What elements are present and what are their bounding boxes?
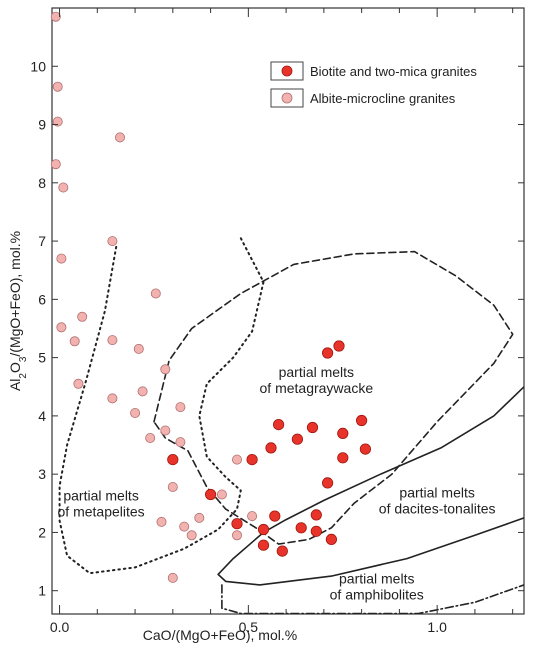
- point-albite-granite: [156, 516, 167, 527]
- region-dacites-tonalites-outline: [217, 386, 524, 586]
- point-albite-granite: [175, 437, 186, 448]
- point-biotite-granite: [333, 340, 345, 352]
- svg-text:Al2O3/(MgO+FeO), mol.%: Al2O3/(MgO+FeO), mol.%: [7, 231, 29, 391]
- legend-label-albite: Albite-microcline granites: [310, 91, 456, 106]
- point-albite-granite: [145, 432, 156, 443]
- point-biotite-granite: [231, 518, 243, 530]
- point-albite-granite: [186, 530, 197, 541]
- y-tick-label: 9: [38, 117, 46, 133]
- region-metagraywacke-label: partial melts of metagraywacke: [260, 364, 374, 396]
- point-biotite-granite: [291, 433, 303, 445]
- point-biotite-granite: [325, 533, 337, 546]
- y-axis-title-part: /(MgO+FeO), mol.%: [7, 231, 23, 357]
- legend: Biotite and two-mica granites Albite-mic…: [270, 61, 477, 108]
- y-axis-title-part: Al: [7, 379, 23, 391]
- point-albite-granite: [52, 116, 63, 127]
- point-albite-granite: [77, 311, 88, 322]
- point-albite-granite: [179, 521, 190, 532]
- legend-marker-albite: [281, 92, 293, 104]
- point-biotite-granite: [306, 421, 319, 434]
- region-metagraywacke-outline: [153, 250, 514, 545]
- point-biotite-granite: [246, 453, 258, 466]
- y-axis-title: Al2O3/(MgO+FeO), mol.%: [7, 231, 29, 391]
- y-tick-label: 4: [38, 408, 46, 424]
- x-tick-label: 0.0: [50, 619, 70, 635]
- points-group: [50, 11, 371, 583]
- region-metapelites-label: partial melts of metapelites: [58, 487, 145, 519]
- point-albite-granite: [50, 159, 61, 170]
- point-albite-granite: [175, 402, 186, 413]
- region-dacites-tonalites-label: partial melts of dacites-tonalites: [379, 484, 496, 516]
- point-biotite-granite: [269, 510, 281, 522]
- y-tick-label: 1: [38, 583, 46, 599]
- region-amphibolites-label: partial melts of amphibolites: [330, 571, 424, 603]
- point-albite-granite: [231, 530, 242, 541]
- y-tick-label: 7: [38, 233, 46, 249]
- point-biotite-granite: [257, 523, 270, 536]
- point-biotite-granite: [257, 539, 270, 551]
- point-albite-granite: [167, 572, 178, 583]
- point-biotite-granite: [355, 414, 368, 427]
- y-tick-label: 3: [38, 466, 46, 482]
- y-tick-label: 2: [38, 524, 46, 540]
- point-albite-granite: [56, 322, 67, 333]
- point-albite-granite: [115, 132, 126, 143]
- x-axis-title: CaO/(MgO+FeO), mol.%: [143, 627, 297, 643]
- point-albite-granite: [107, 236, 118, 247]
- point-albite-granite: [160, 364, 171, 375]
- legend-label-biotite: Biotite and two-mica granites: [310, 64, 477, 79]
- point-albite-granite: [150, 288, 161, 299]
- region-amphibolites-outline: [221, 584, 524, 614]
- point-albite-granite: [58, 182, 69, 193]
- point-biotite-granite: [321, 347, 334, 359]
- point-albite-granite: [52, 81, 63, 92]
- point-albite-granite: [50, 11, 61, 22]
- region-metapelites-outline: [58, 237, 265, 575]
- y-tick-label: 8: [38, 175, 46, 191]
- y-axis-title-subscript: 3: [18, 356, 29, 362]
- point-biotite-granite: [265, 442, 277, 454]
- y-axis-title-part: O: [7, 362, 23, 373]
- y-tick-label: 6: [38, 291, 46, 307]
- point-biotite-granite: [310, 525, 322, 537]
- point-albite-granite: [107, 335, 118, 346]
- point-albite-granite: [160, 425, 171, 436]
- point-biotite-granite: [337, 427, 349, 439]
- x-tick-label: 1.0: [427, 619, 447, 635]
- point-albite-granite: [231, 454, 242, 465]
- point-albite-granite: [167, 481, 178, 492]
- point-biotite-granite: [337, 452, 349, 464]
- y-axis-title-subscript: 2: [18, 373, 29, 379]
- y-tick-label: 5: [38, 350, 46, 366]
- point-albite-granite: [130, 407, 141, 418]
- point-albite-granite: [107, 393, 118, 404]
- point-biotite-granite: [167, 453, 179, 466]
- region-labels-group: partial melts of metapelites partial melts…: [58, 364, 496, 603]
- regions-group: [58, 237, 524, 614]
- point-albite-granite: [73, 378, 84, 389]
- point-biotite-granite: [321, 477, 334, 489]
- point-biotite-granite: [276, 545, 288, 557]
- x-tick-label: 0.5: [239, 619, 259, 635]
- point-biotite-granite: [359, 443, 371, 455]
- point-biotite-granite: [205, 488, 217, 501]
- legend-marker-biotite: [281, 65, 293, 77]
- point-biotite-granite: [310, 509, 322, 521]
- point-albite-granite: [194, 512, 205, 523]
- point-albite-granite: [69, 336, 80, 347]
- y-tick-label: 10: [30, 58, 46, 74]
- point-biotite-granite: [272, 418, 285, 431]
- point-albite-granite: [247, 511, 258, 522]
- point-albite-granite: [216, 489, 227, 500]
- ticks-group: 1 2 3 4 5 6 7 8 9 10 0.0 0.5 1.0: [30, 8, 524, 635]
- point-albite-granite: [137, 386, 148, 397]
- point-albite-granite: [133, 343, 144, 354]
- point-albite-granite: [56, 253, 67, 264]
- point-biotite-granite: [295, 522, 307, 534]
